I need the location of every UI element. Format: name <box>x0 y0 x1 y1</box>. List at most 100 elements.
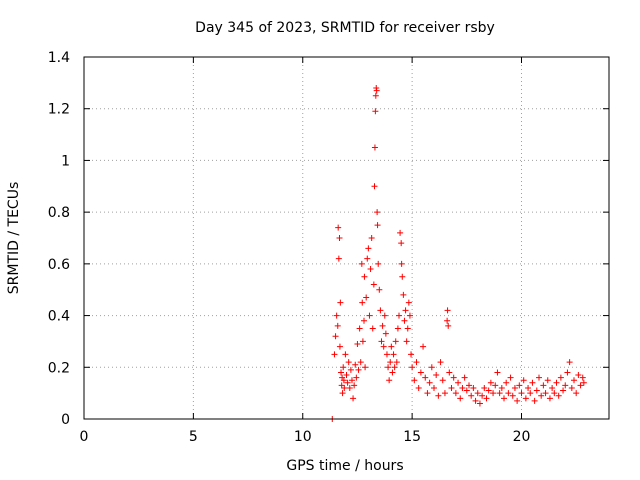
y-tick-label: 0.6 <box>48 257 70 273</box>
data-point <box>433 372 440 379</box>
data-point <box>364 255 371 262</box>
data-point <box>362 364 369 371</box>
data-point <box>509 392 516 399</box>
data-point <box>396 312 402 319</box>
data-point <box>385 364 392 371</box>
data-point <box>461 374 468 381</box>
data-point <box>381 312 388 319</box>
data-point <box>431 384 437 391</box>
data-point <box>393 359 400 366</box>
data-point <box>390 351 397 358</box>
data-point <box>337 299 344 306</box>
data-points <box>329 85 587 422</box>
data-point <box>370 281 377 288</box>
data-point <box>507 374 514 381</box>
data-point <box>400 291 407 298</box>
data-point <box>338 382 345 389</box>
data-point <box>444 307 451 314</box>
data-point <box>516 382 523 389</box>
data-point <box>377 307 384 314</box>
data-point <box>392 338 399 345</box>
data-point <box>470 384 477 391</box>
y-axis-label: SRMTID / TECUs <box>6 182 22 295</box>
data-point <box>494 369 501 376</box>
data-point <box>420 343 427 350</box>
data-point <box>342 351 349 358</box>
data-point <box>380 343 387 350</box>
data-point <box>409 364 416 371</box>
data-point <box>529 379 536 386</box>
x-tick-label: 0 <box>80 429 89 445</box>
data-point <box>368 235 375 241</box>
data-point <box>466 382 472 389</box>
data-point <box>459 384 466 391</box>
data-point <box>350 395 357 402</box>
data-point <box>496 390 503 397</box>
data-point <box>446 369 453 376</box>
data-point <box>555 392 562 399</box>
data-point <box>371 183 378 190</box>
data-point <box>354 341 361 348</box>
y-tick-label: 1 <box>61 153 70 169</box>
data-point <box>345 359 352 366</box>
data-point <box>375 260 382 267</box>
data-point <box>339 390 346 397</box>
data-point <box>372 108 379 115</box>
data-point <box>441 390 448 397</box>
data-point <box>514 397 521 404</box>
data-point <box>343 372 350 379</box>
grid-lines <box>84 57 609 419</box>
data-point <box>333 312 340 319</box>
data-point <box>344 379 351 386</box>
data-point <box>374 209 381 216</box>
x-tick-label: 10 <box>294 429 312 445</box>
data-point <box>411 377 418 384</box>
data-point <box>490 390 497 397</box>
data-point <box>348 377 355 384</box>
chart-title: Day 345 of 2023, SRMTID for receiver rsb… <box>195 20 495 36</box>
data-point <box>498 384 505 391</box>
data-point <box>331 351 338 358</box>
data-point <box>575 372 582 379</box>
data-point <box>445 322 452 329</box>
data-point <box>402 307 409 314</box>
data-point <box>372 92 379 99</box>
data-point <box>361 273 368 280</box>
data-point <box>387 359 394 366</box>
data-point <box>403 338 410 345</box>
data-point <box>435 392 442 399</box>
data-point <box>501 395 507 402</box>
data-point <box>511 384 518 391</box>
data-point <box>341 384 348 391</box>
data-point <box>365 245 372 252</box>
data-point <box>457 395 464 402</box>
data-point <box>394 325 401 332</box>
data-point <box>413 359 420 366</box>
data-point <box>503 379 510 386</box>
data-point <box>428 364 435 371</box>
data-point <box>336 235 343 241</box>
data-point <box>352 361 359 368</box>
data-point <box>359 299 366 306</box>
data-point <box>367 266 374 273</box>
data-point <box>448 384 455 391</box>
data-point <box>406 312 413 319</box>
data-point <box>373 87 380 94</box>
data-point <box>382 330 389 337</box>
data-point <box>386 377 393 384</box>
data-point <box>397 229 404 236</box>
data-point <box>564 369 571 376</box>
data-point <box>536 374 542 381</box>
data-point <box>437 359 444 366</box>
data-point <box>557 374 564 381</box>
data-point <box>505 390 512 397</box>
data-point <box>351 382 358 389</box>
data-point <box>580 379 587 386</box>
data-point <box>483 395 490 402</box>
data-point <box>359 338 366 345</box>
data-point <box>452 390 459 397</box>
data-point <box>335 255 342 262</box>
data-point <box>468 392 475 399</box>
data-point <box>361 317 367 324</box>
data-point <box>492 382 499 389</box>
